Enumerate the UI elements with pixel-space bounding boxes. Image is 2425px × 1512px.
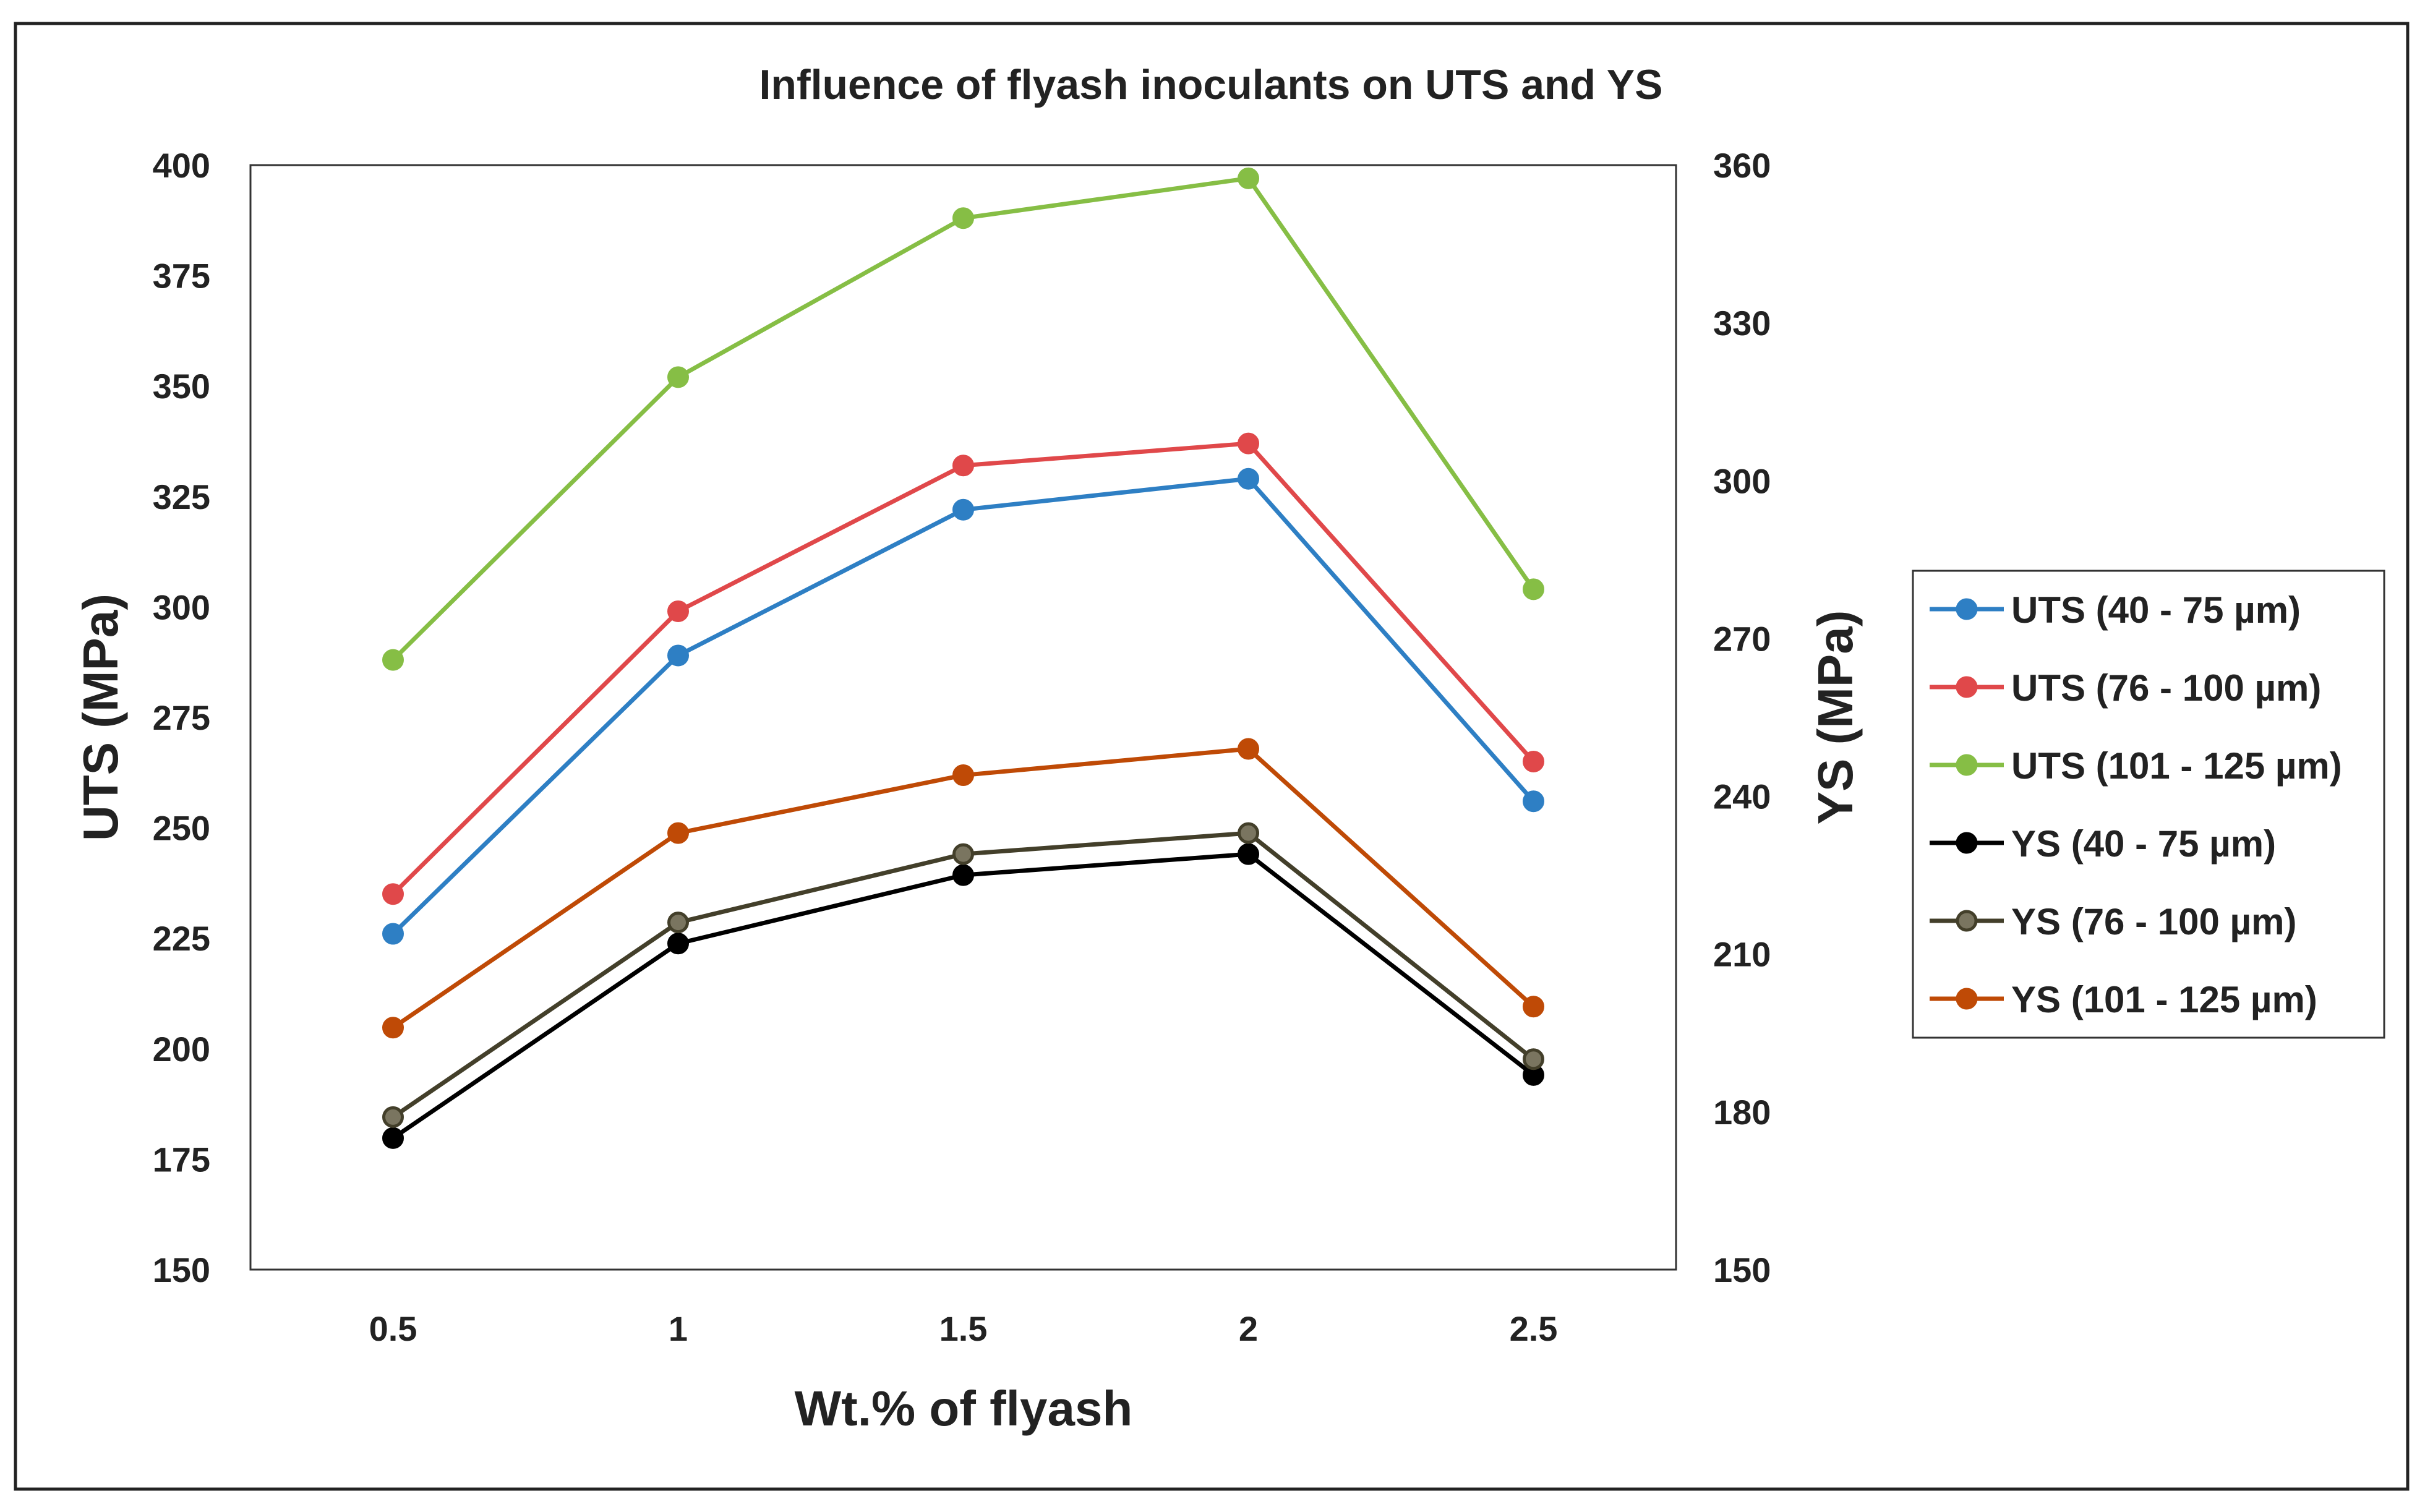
legend-item: YS (40 - 75 µm) [1930, 823, 2276, 865]
legend-box [1912, 570, 2385, 1039]
y2-tick-label: 210 [1713, 935, 1771, 974]
x-tick-label: 1 [669, 1309, 688, 1348]
legend: UTS (40 - 75 µm) UTS (76 - 100 µm) UTS (10… [1912, 570, 2385, 1039]
series-2 [382, 167, 1544, 671]
y-tick-label: 325 [153, 477, 210, 516]
legend-item: UTS (101 - 125 µm) [1930, 745, 2342, 787]
data-point [1523, 578, 1544, 600]
y-tick-label: 400 [153, 146, 210, 185]
data-point [667, 912, 689, 934]
series-5 [382, 738, 1544, 1039]
series-1 [382, 432, 1544, 905]
x-tick-label: 2 [1239, 1309, 1258, 1348]
legend-item: UTS (40 - 75 µm) [1930, 589, 2301, 631]
data-point [1523, 790, 1544, 813]
y2-tick-label: 360 [1713, 146, 1771, 185]
y-tick-label: 375 [153, 257, 210, 296]
series-0 [382, 468, 1544, 945]
y2-tick-label: 180 [1713, 1093, 1771, 1132]
y-tick-label: 200 [153, 1030, 210, 1069]
data-point [1238, 167, 1259, 189]
series-3 [382, 843, 1544, 1149]
data-point [1523, 1048, 1544, 1070]
data-point [382, 1017, 404, 1039]
y-tick-label: 150 [153, 1250, 210, 1289]
data-point [952, 864, 974, 886]
data-point [667, 933, 689, 955]
data-point [952, 843, 974, 865]
y-tick-label: 250 [153, 809, 210, 848]
data-point [1238, 738, 1259, 760]
legend-marker [1956, 676, 1978, 698]
legend-label: UTS (101 - 125 µm) [2011, 745, 2342, 787]
data-point [952, 764, 974, 787]
legend-label: UTS (76 - 100 µm) [2011, 667, 2321, 709]
chart-title: Influence of flyash inoculants on UTS an… [759, 61, 1663, 108]
y2-tick-label: 240 [1713, 777, 1771, 816]
y2-tick-label: 150 [1713, 1250, 1771, 1289]
data-point [667, 822, 689, 844]
data-point [1238, 822, 1259, 844]
data-point [1238, 432, 1259, 455]
y-tick-label: 350 [153, 367, 210, 406]
data-point [952, 207, 974, 229]
data-point [382, 923, 404, 945]
data-point [952, 498, 974, 521]
x-tick-label: 0.5 [369, 1309, 417, 1348]
data-point [1523, 750, 1544, 772]
y2-tick-label: 270 [1713, 619, 1771, 658]
data-point [382, 883, 404, 905]
legend-marker [1956, 832, 1978, 854]
y-tick-label: 275 [153, 698, 210, 737]
series-4 [382, 822, 1544, 1128]
legend-marker [1956, 988, 1978, 1010]
data-point [667, 644, 689, 667]
y2-tick-label: 300 [1713, 461, 1771, 500]
y-tick-label: 175 [153, 1140, 210, 1179]
legend-item: YS (76 - 100 µm) [1930, 901, 2296, 942]
legend-item: YS (101 - 125 µm) [1930, 979, 2317, 1020]
data-point [952, 455, 974, 477]
legend-label: UTS (40 - 75 µm) [2011, 589, 2301, 631]
x-tick-label: 2.5 [1510, 1309, 1558, 1348]
y2-axis-label: YS (MPa) [1808, 610, 1863, 825]
y-axis-label: UTS (MPa) [73, 594, 128, 841]
data-point [1238, 468, 1259, 490]
data-point [382, 649, 404, 671]
legend-item: UTS (76 - 100 µm) [1930, 667, 2321, 709]
legend-marker [1956, 910, 1978, 932]
y2-tick-label: 330 [1713, 304, 1771, 343]
legend-marker [1956, 598, 1978, 620]
x-axis-label: Wt.% of flyash [795, 1381, 1133, 1436]
y-tick-label: 300 [153, 587, 210, 626]
legend-label: YS (40 - 75 µm) [2011, 823, 2276, 865]
legend-label: YS (101 - 125 µm) [2011, 979, 2317, 1020]
data-point [382, 1106, 404, 1128]
y-tick-label: 225 [153, 919, 210, 958]
legend-label: YS (76 - 100 µm) [2011, 901, 2296, 942]
legend-marker [1956, 754, 1978, 776]
data-point [382, 1127, 404, 1149]
plot-area [249, 164, 1677, 1271]
data-point [667, 366, 689, 388]
data-point [667, 600, 689, 623]
data-point [1238, 843, 1259, 865]
data-point [1523, 996, 1544, 1018]
x-tick-label: 1.5 [939, 1309, 988, 1348]
